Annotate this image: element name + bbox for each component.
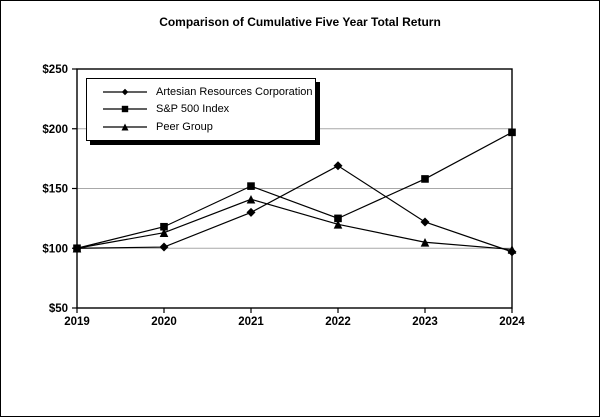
chart-title: Comparison of Cumulative Five Year Total… — [159, 15, 441, 29]
series-square — [73, 128, 516, 253]
series-diamond — [72, 161, 517, 257]
data-point-marker — [72, 243, 82, 253]
y-axis-label: $200 — [42, 124, 68, 136]
series-line — [76, 131, 513, 249]
data-point-marker — [246, 207, 256, 217]
y-axis-label: $150 — [42, 184, 68, 196]
y-axis-label: $100 — [42, 243, 68, 255]
data-point-marker — [420, 237, 430, 247]
square-marker-icon — [121, 106, 129, 113]
series-triangle — [72, 194, 517, 254]
legend-box: Artesian Resources Corporation S&P 500 I… — [86, 78, 316, 141]
triangle-marker-icon — [121, 123, 129, 131]
x-axis-label: 2023 — [412, 316, 438, 328]
x-axis-label: 2024 — [499, 316, 525, 328]
square-marker-icon — [103, 106, 147, 113]
legend-item-artesian: Artesian Resources Corporation — [101, 85, 313, 98]
y-axis-label: $250 — [42, 64, 68, 76]
x-axis-label: 2020 — [151, 316, 177, 328]
legend-label: S&P 500 Index — [156, 103, 230, 116]
data-point-marker — [420, 217, 430, 227]
data-point-marker — [159, 228, 169, 238]
y-axis-label: $50 — [49, 303, 68, 315]
x-axis-label: 2019 — [64, 316, 90, 328]
data-point-marker — [160, 222, 168, 231]
x-axis-label: 2022 — [325, 316, 351, 328]
diamond-marker-icon — [103, 88, 147, 96]
legend-label: Artesian Resources Corporation — [156, 85, 313, 98]
series-line — [76, 165, 513, 253]
data-point-marker — [334, 214, 342, 223]
legend-item-sp500: S&P 500 Index — [101, 103, 311, 115]
legend-item-peer-group: Peer Group — [101, 121, 311, 133]
data-point-marker — [246, 194, 256, 204]
data-point-marker — [159, 242, 169, 252]
legend-label: Peer Group — [156, 121, 213, 134]
triangle-marker-icon — [103, 123, 147, 131]
data-point-marker — [247, 182, 255, 190]
data-point-marker — [507, 245, 517, 254]
diamond-marker-icon — [121, 88, 129, 96]
data-point-marker — [333, 161, 343, 171]
data-point-marker — [508, 128, 516, 137]
data-point-marker — [421, 175, 429, 183]
data-point-marker — [333, 220, 343, 229]
x-axis-label: 2021 — [238, 316, 264, 328]
series-line — [76, 198, 513, 251]
